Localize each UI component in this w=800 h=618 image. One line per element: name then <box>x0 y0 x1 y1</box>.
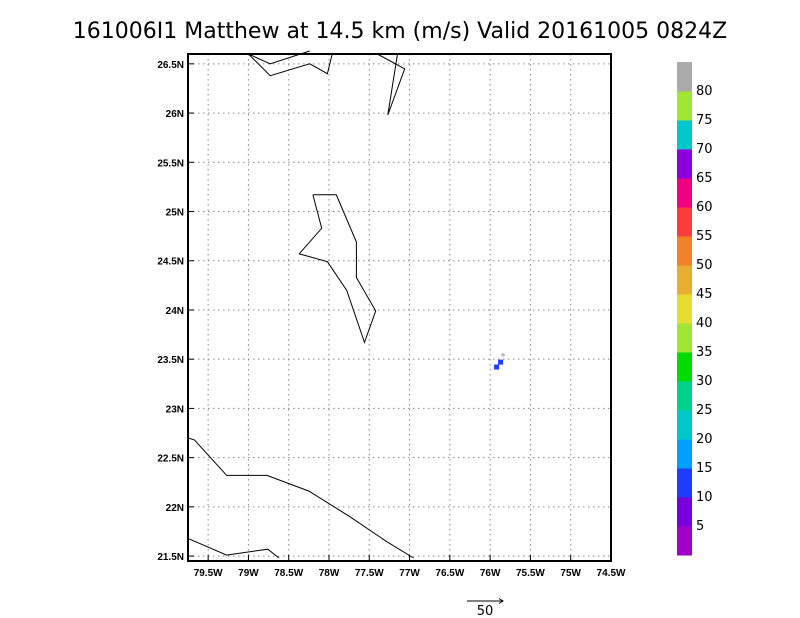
y-tick-label: 23.5N <box>157 355 184 366</box>
colorbar-swatch <box>677 381 692 411</box>
x-tick-label: 74.5W <box>597 568 626 579</box>
colorbar-swatch <box>677 497 692 527</box>
colorbar-swatch <box>677 62 692 92</box>
colorbar-label: 70 <box>696 142 713 157</box>
colorbar: 5 10 15 20 25 30 35 40 45 50 55 60 65 70 75 80 <box>677 62 713 556</box>
coastline <box>298 194 377 344</box>
y-tick-label: 23N <box>166 404 184 415</box>
wind-cell <box>498 359 504 365</box>
x-tick-label: 77W <box>399 568 420 579</box>
reference-vector: 50 <box>467 598 504 618</box>
colorbar-swatch <box>677 294 692 324</box>
coastlines <box>187 50 414 559</box>
x-tick-label: 78.5W <box>274 568 303 579</box>
colorbar-swatch <box>677 149 692 179</box>
colorbar-label: 60 <box>696 200 713 215</box>
coastline <box>248 50 310 65</box>
y-axis-ticks: 21.5N 22N 22.5N 23N 23.5N 24N 24.5N 25N 25.5N 26N… <box>157 60 194 563</box>
coastline <box>187 437 414 559</box>
y-tick-label: 25N <box>166 208 184 219</box>
x-tick-label: 79.5W <box>194 568 223 579</box>
colorbar-swatch <box>677 352 692 382</box>
colorbar-swatch <box>677 323 692 353</box>
y-tick-label: 22.5N <box>157 454 184 465</box>
wind-vectors <box>500 352 506 358</box>
y-tick-label: 24.5N <box>157 257 184 268</box>
colorbar-label: 65 <box>696 171 713 186</box>
colorbar-label: 75 <box>696 113 713 128</box>
colorbar-label: 10 <box>696 490 713 505</box>
wind-vector-head <box>500 352 506 356</box>
x-axis-ticks: 79.5W 79W 78.5W 78W 77.5W 77W 76.5W 76W 75.5W 75W… <box>194 555 626 579</box>
colorbar-swatch <box>677 120 692 150</box>
x-tick-label: 76W <box>480 568 501 579</box>
coastline <box>187 537 280 559</box>
colorbar-label: 35 <box>696 345 713 360</box>
y-tick-label: 24N <box>166 306 184 317</box>
y-tick-label: 22N <box>166 503 184 514</box>
colorbar-swatch <box>677 91 692 121</box>
x-tick-label: 75.5W <box>516 568 545 579</box>
y-tick-label: 25.5N <box>157 158 184 169</box>
y-tick-label: 26N <box>166 109 184 120</box>
wind-cells <box>494 359 504 370</box>
colorbar-swatch <box>677 468 692 498</box>
colorbar-label: 5 <box>696 519 704 534</box>
map-grid <box>188 54 612 561</box>
coastline <box>248 53 333 77</box>
chart-title: 161006I1 Matthew at 14.5 km (m/s) Valid … <box>73 19 727 44</box>
colorbar-label: 30 <box>696 374 713 389</box>
reference-arrowhead-icon <box>498 598 504 604</box>
colorbar-label: 80 <box>696 84 713 99</box>
colorbar-swatch <box>677 178 692 208</box>
colorbar-label: 25 <box>696 403 713 418</box>
x-tick-label: 75W <box>560 568 581 579</box>
colorbar-swatch <box>677 526 692 556</box>
colorbar-label: 50 <box>696 258 713 273</box>
x-tick-label: 77.5W <box>355 568 384 579</box>
reference-vector-label: 50 <box>477 604 494 618</box>
y-tick-label: 26.5N <box>157 60 184 71</box>
colorbar-swatch <box>677 236 692 266</box>
colorbar-swatch <box>677 439 692 469</box>
colorbar-label: 55 <box>696 229 713 244</box>
plot-frame <box>187 53 612 562</box>
wind-cell <box>494 364 500 370</box>
colorbar-label: 45 <box>696 287 713 302</box>
colorbar-swatch <box>677 410 692 440</box>
colorbar-swatch <box>677 207 692 237</box>
colorbar-label: 40 <box>696 316 713 331</box>
x-tick-label: 78W <box>319 568 340 579</box>
x-tick-label: 79W <box>238 568 259 579</box>
colorbar-label: 15 <box>696 461 713 476</box>
coastline <box>377 53 406 116</box>
x-tick-label: 76.5W <box>435 568 464 579</box>
y-tick-label: 21.5N <box>157 552 184 563</box>
colorbar-swatch <box>677 265 692 295</box>
colorbar-label: 20 <box>696 432 713 447</box>
